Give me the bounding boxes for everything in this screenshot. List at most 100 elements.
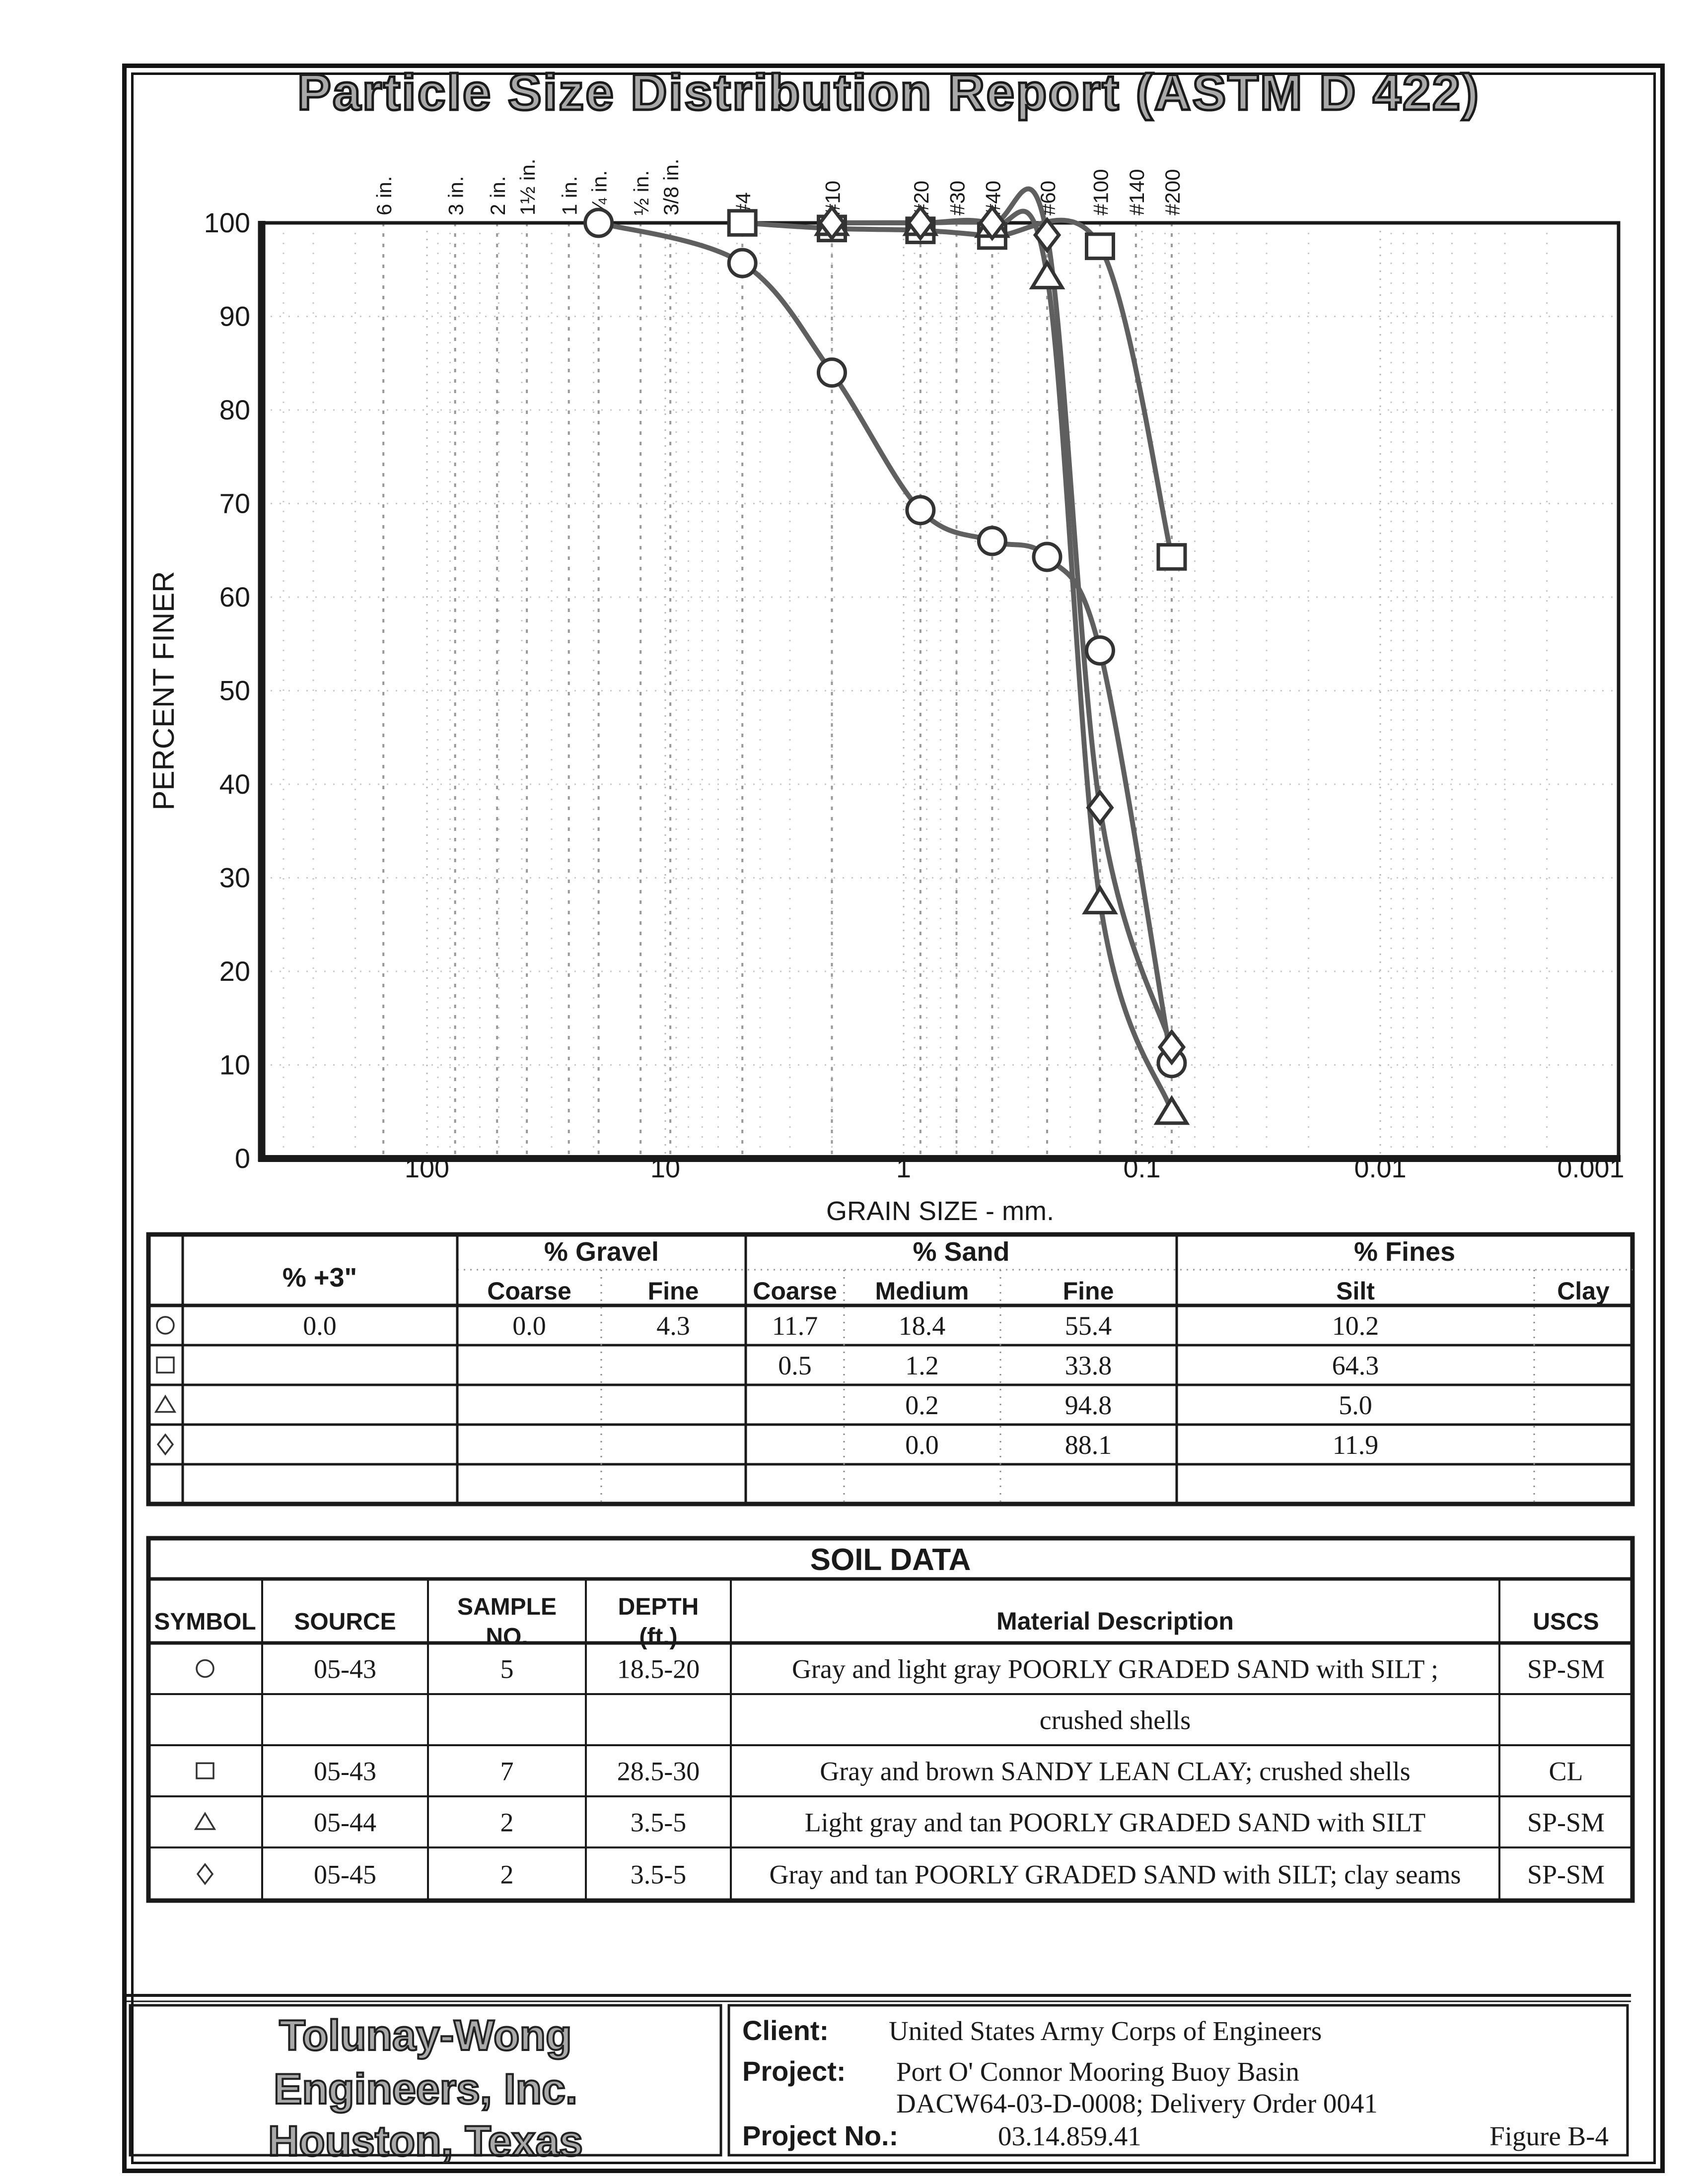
data-marker-triangle — [1153, 1094, 1190, 1125]
company-name-line2: Engineers, Inc. — [273, 2064, 578, 2114]
soil-header-sample: SAMPLE — [457, 1594, 557, 1620]
fractions-cell: 4.3 — [656, 1311, 690, 1341]
fractions-cell: 1.2 — [905, 1351, 939, 1380]
data-marker-circle — [583, 207, 614, 238]
data-marker-square — [1084, 232, 1115, 260]
x-tick-label: 0.01 — [1354, 1154, 1406, 1183]
soil-header-sample: NO. — [486, 1624, 528, 1650]
project-no-value: 03.14.859.41 — [998, 2121, 1141, 2151]
symbol-triangle-glyph — [154, 1394, 177, 1413]
y-tick-label: 40 — [219, 768, 250, 800]
fractions-cell: 33.8 — [1065, 1351, 1112, 1380]
soil-header-description: Material Description — [996, 1607, 1234, 1635]
data-marker-diamond — [818, 205, 846, 241]
sieve-label: #100 — [1089, 169, 1112, 215]
x-tick-label: 0.001 — [1557, 1154, 1624, 1183]
symbol-triangle-glyph — [194, 1812, 216, 1830]
x-axis-title: GRAIN SIZE - mm. — [826, 1196, 1054, 1226]
symbol-square-glyph — [196, 1762, 214, 1779]
fractions-header-sand: % Sand — [913, 1237, 1009, 1267]
soil-cell-description: Gray and light gray POORLY GRADED SAND w… — [792, 1654, 1438, 1684]
x-tick-label: 1 — [896, 1154, 911, 1183]
fractions-subheader: Fine — [648, 1277, 699, 1305]
soil-header-depth: (ft.) — [639, 1624, 677, 1650]
sieve-label: #200 — [1161, 169, 1184, 215]
y-tick-label: 0 — [235, 1143, 250, 1174]
fractions-header-plus3: % +3" — [283, 1263, 357, 1293]
x-tick-label: 100 — [405, 1154, 449, 1183]
fractions-subheader: Silt — [1336, 1277, 1375, 1305]
fractions-header-fines: % Fines — [1354, 1237, 1455, 1267]
sieve-label: 2 in. — [486, 176, 509, 215]
y-axis-title: PERCENT FINER — [147, 571, 180, 810]
company-name-line1: Tolunay-Wong — [278, 2011, 572, 2060]
fractions-cell: 0.2 — [905, 1390, 939, 1420]
footer-company-box — [129, 2004, 722, 2157]
soil-header-symbol: SYMBOL — [154, 1609, 256, 1635]
figure-number: Figure B-4 — [1489, 2121, 1609, 2151]
curve-triangle — [829, 208, 1174, 1114]
soil-cell-depth: 18.5-20 — [617, 1654, 700, 1684]
fractions-cell: 10.2 — [1332, 1311, 1379, 1341]
fractions-cell: 94.8 — [1065, 1390, 1112, 1420]
fractions-cell: 11.7 — [772, 1311, 818, 1341]
soil-cell-depth: 3.5-5 — [631, 1860, 686, 1890]
y-tick-label: 90 — [219, 301, 250, 332]
sieve-label: 6 in. — [372, 176, 396, 215]
y-tick-label: 100 — [204, 207, 250, 238]
y-tick-label: 50 — [219, 675, 250, 706]
data-marker-diamond — [1086, 789, 1114, 826]
project-no-label: Project No.: — [742, 2120, 898, 2151]
symbol-square-glyph — [156, 1356, 175, 1374]
data-marker-circle — [1084, 635, 1115, 666]
company-name-line3: Houston, Texas — [267, 2116, 584, 2166]
soil-cell-uscs: CL — [1549, 1757, 1583, 1786]
data-marker-circle — [977, 526, 1007, 556]
soil-header-uscs: USCS — [1533, 1609, 1599, 1635]
sieve-label: 3/8 in. — [659, 159, 683, 215]
fractions-cell: 88.1 — [1065, 1430, 1112, 1460]
fractions-cell: 55.4 — [1065, 1311, 1112, 1341]
data-marker-circle — [905, 495, 936, 526]
sieve-label: ½ in. — [630, 170, 653, 215]
page-title: Particle Size Distribution Report (ASTM … — [296, 63, 1481, 122]
data-marker-triangle — [1029, 259, 1065, 289]
soil-cell-uscs: SP-SM — [1527, 1860, 1605, 1890]
soil-cell-sample: 7 — [500, 1757, 514, 1786]
sieve-label: 3 in. — [444, 176, 468, 215]
soil-cell-description: Gray and tan POORLY GRADED SAND with SIL… — [770, 1860, 1461, 1890]
fractions-cell: 64.3 — [1332, 1351, 1379, 1380]
data-marker-diamond — [1033, 216, 1062, 254]
x-tick-label: 10 — [650, 1154, 680, 1183]
fractions-cell: 18.4 — [899, 1311, 946, 1341]
data-marker-diamond — [978, 205, 1006, 241]
client-value: United States Army Corps of Engineers — [889, 2016, 1322, 2046]
soil-cell-description: crushed shells — [1040, 1706, 1191, 1735]
fractions-subheader: Coarse — [753, 1277, 837, 1305]
sieve-label: 1½ in. — [516, 159, 539, 215]
data-marker-diamond — [1157, 1028, 1186, 1066]
symbol-diamond-glyph — [156, 1433, 174, 1456]
data-marker-circle — [817, 357, 848, 388]
y-tick-label: 80 — [219, 394, 250, 425]
fractions-header-gravel: % Gravel — [544, 1237, 659, 1267]
soil-cell-description: Gray and brown SANDY LEAN CLAY; crushed … — [820, 1757, 1410, 1786]
soil-table-border — [146, 1536, 1635, 1903]
soil-cell-description: Light gray and tan POORLY GRADED SAND wi… — [805, 1808, 1426, 1838]
client-label: Client: — [742, 2015, 829, 2046]
sieve-label: 1 in. — [558, 176, 581, 215]
data-marker-square — [727, 209, 758, 237]
fractions-subheader: Coarse — [487, 1277, 571, 1305]
project-value-line1: Port O' Connor Mooring Buoy Basin — [896, 2056, 1299, 2087]
project-value-line2: DACW64-03-D-0008; Delivery Order 0041 — [896, 2088, 1378, 2118]
project-label: Project: — [742, 2055, 846, 2087]
soil-cell-sample: 2 — [500, 1860, 514, 1890]
curve-diamond — [829, 186, 1174, 1050]
footer-project-box — [727, 2004, 1629, 2157]
fractions-cell: 5.0 — [1339, 1390, 1372, 1420]
soil-cell-uscs: SP-SM — [1527, 1654, 1605, 1684]
soil-cell-depth: 3.5-5 — [631, 1808, 686, 1838]
soil-header-depth: DEPTH — [618, 1594, 699, 1620]
soil-cell-source: 05-45 — [314, 1860, 376, 1890]
